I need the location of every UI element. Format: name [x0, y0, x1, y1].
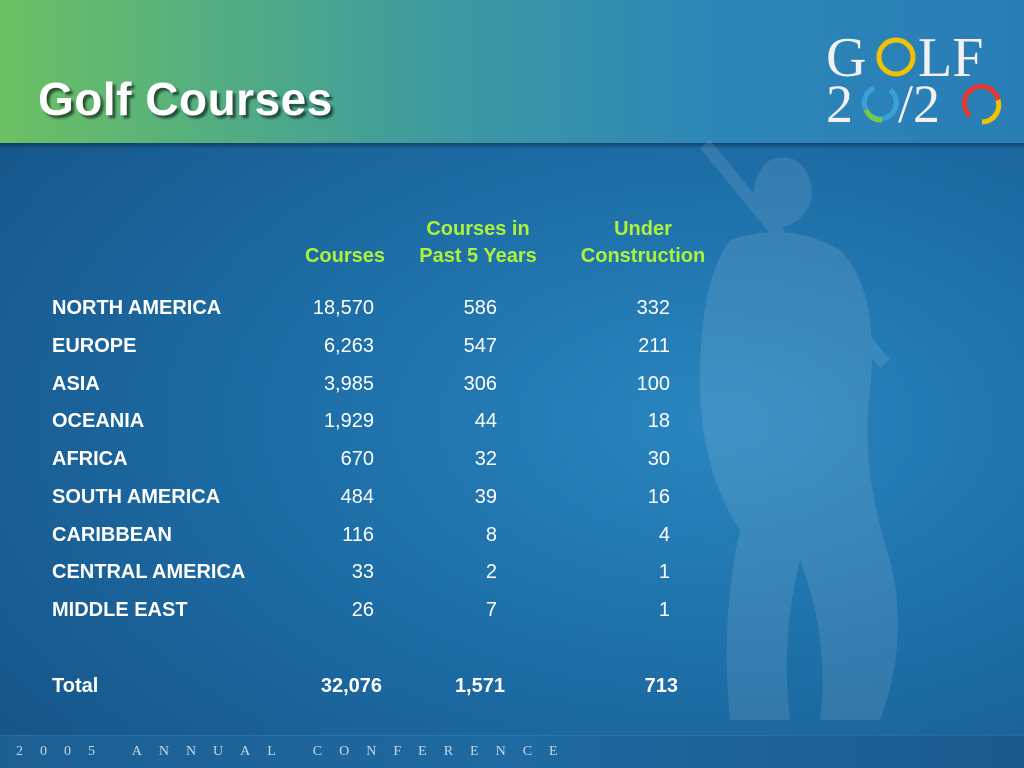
row-under-construction: 211 [638, 335, 670, 357]
row-courses: 1,929 [323, 410, 374, 432]
row-region: AFRICA [52, 448, 128, 470]
row-region: CARIBBEAN [52, 524, 172, 546]
row-under-construction: 1 [658, 599, 670, 621]
row-under-construction: 1 [658, 561, 670, 583]
page-title: Golf Courses [38, 73, 333, 125]
row-past5: 2 [485, 561, 497, 583]
row-region: MIDDLE EAST [52, 599, 188, 621]
svg-text:2: 2 [826, 74, 853, 132]
total-courses: 32,076 [320, 675, 382, 697]
row-region: NORTH AMERICA [52, 297, 222, 319]
row-region: CENTRAL AMERICA [52, 561, 246, 583]
row-past5: 32 [474, 448, 497, 470]
svg-text:LF: LF [918, 27, 983, 89]
row-past5: 8 [485, 524, 497, 546]
row-courses: 33 [351, 561, 374, 583]
row-under-construction: 16 [647, 486, 670, 508]
row-past5: 7 [485, 599, 497, 621]
row-under-construction: 18 [647, 410, 670, 432]
svg-text:/2: /2 [898, 74, 940, 132]
total-past5: 1,571 [454, 675, 505, 697]
row-courses: 116 [342, 524, 374, 546]
row-under-construction: 332 [636, 297, 670, 319]
footer-bar [0, 735, 1024, 768]
title-band [0, 0, 1024, 143]
column-header-under-line1: Under [614, 218, 672, 240]
row-courses: 670 [340, 448, 374, 470]
row-courses: 18,570 [312, 297, 374, 319]
row-region: SOUTH AMERICA [52, 486, 221, 508]
column-header-past5-line2: Past 5 Years [419, 245, 537, 267]
title-band-divider [0, 143, 1024, 149]
column-header-past5-line1: Courses in [426, 218, 530, 240]
row-courses: 6,263 [323, 335, 374, 357]
row-courses: 26 [351, 599, 374, 621]
row-past5: 39 [474, 486, 497, 508]
row-past5: 306 [463, 373, 497, 395]
row-past5: 586 [463, 297, 497, 319]
column-header-past5: Courses in Past 5 Years [402, 216, 554, 270]
row-courses: 3,985 [323, 373, 374, 395]
svg-text:G: G [826, 27, 866, 89]
row-under-construction: 30 [647, 448, 670, 470]
golf-2020-logo-icon: G LF 2 /2 [826, 27, 1002, 134]
column-header-under-line2: Construction [580, 245, 706, 267]
row-past5: 44 [474, 410, 497, 432]
row-past5: 547 [463, 335, 497, 357]
row-under-construction: 100 [636, 373, 670, 395]
footer-text: 2005 ANNUAL CONFERENCE [16, 744, 575, 759]
row-courses: 484 [340, 486, 374, 508]
row-region: OCEANIA [52, 410, 145, 432]
column-header-under-construction: Under Construction [566, 216, 720, 270]
total-under-construction: 713 [644, 675, 678, 697]
row-region: ASIA [52, 373, 100, 395]
golfer-silhouette-icon [700, 140, 898, 720]
row-under-construction: 4 [658, 524, 670, 546]
column-header-courses: Courses [304, 245, 386, 267]
golf-2020-logo: G LF 2 /2 [822, 20, 1006, 134]
total-label: Total [52, 675, 99, 697]
row-region: EUROPE [52, 335, 137, 357]
